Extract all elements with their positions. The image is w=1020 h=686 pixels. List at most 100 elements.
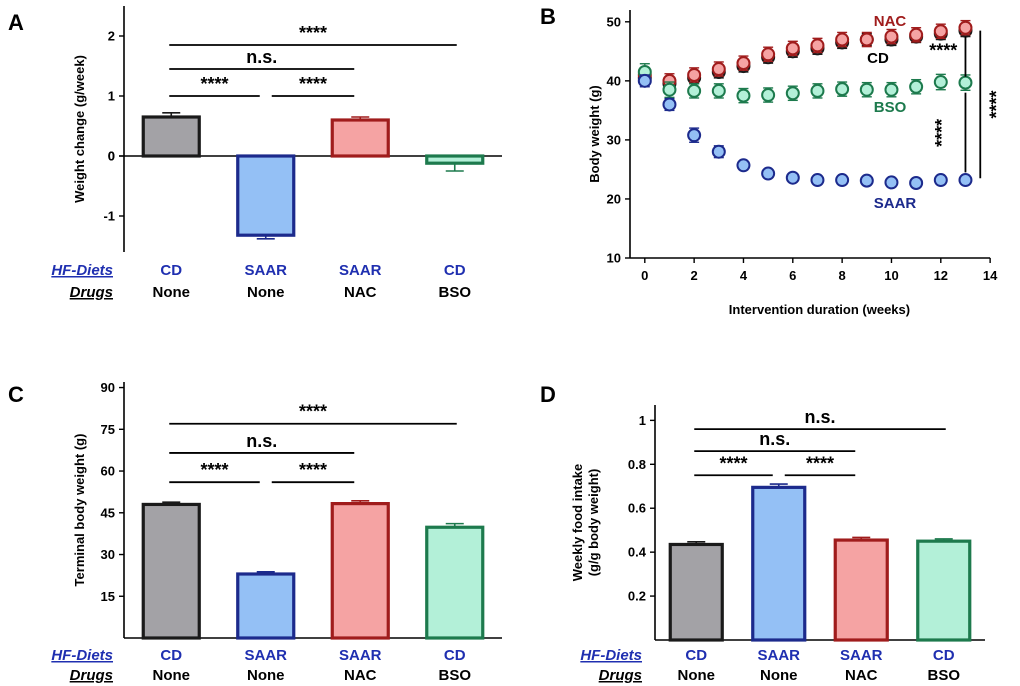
data-point [884, 82, 899, 97]
y-tick-label: 90 [101, 380, 115, 395]
y-tick-label: 0 [108, 149, 115, 164]
data-point [711, 62, 726, 77]
significance-label: **** [719, 453, 747, 473]
data-point [835, 32, 850, 47]
bar [833, 538, 889, 642]
bar [330, 502, 390, 640]
data-point [761, 88, 776, 103]
data-point [761, 47, 776, 62]
bar [330, 118, 390, 158]
category-diet-label: CD [444, 647, 466, 664]
category-diet-label: CD [685, 647, 707, 664]
data-point [736, 158, 751, 173]
significance-label: **** [932, 119, 952, 147]
data-point [933, 75, 948, 90]
data-point [761, 166, 776, 181]
significance-label: **** [986, 90, 1006, 118]
series-label: CD [867, 50, 889, 67]
y-tick-label: 30 [607, 132, 621, 147]
data-point [884, 175, 899, 190]
y-tick-label: 30 [101, 547, 115, 562]
category-drug-label: NAC [845, 667, 878, 684]
data-point [662, 97, 677, 112]
data-point [785, 41, 800, 56]
significance-label: **** [299, 23, 327, 43]
y-tick-label: 0.4 [628, 545, 647, 560]
bar [668, 542, 724, 642]
significance-label: n.s. [804, 407, 835, 427]
category-drug-label: NAC [344, 284, 377, 301]
row-label-drugs: Drugs [70, 667, 113, 684]
significance-label: n.s. [246, 47, 277, 67]
data-point [810, 83, 825, 98]
significance-label: **** [806, 453, 834, 473]
category-diet-label: SAAR [244, 647, 287, 664]
panel-letter-a: A [8, 10, 24, 35]
panel-d-food-intake-chart: 0.2 0.4 0.6 0.8 1 Weekly food intake(g/g body… [570, 405, 985, 684]
bar [751, 485, 807, 642]
data-point [687, 67, 702, 82]
x-tick-label: 8 [839, 268, 846, 283]
data-point [785, 170, 800, 185]
category-drug-label: BSO [438, 667, 471, 684]
category-diet-label: CD [160, 262, 182, 279]
category-diet-label: CD [444, 262, 466, 279]
data-point [958, 173, 973, 188]
row-label-drugs: Drugs [70, 284, 113, 301]
bar [141, 115, 201, 158]
significance-label: n.s. [246, 431, 277, 451]
y-tick-label: 60 [101, 464, 115, 479]
category-diet-label: CD [933, 647, 955, 664]
data-point [909, 27, 924, 42]
y-tick-label: 0.8 [628, 457, 646, 472]
significance-label: **** [299, 460, 327, 480]
category-drug-label: None [678, 667, 716, 684]
panel-letter-c: C [8, 382, 24, 407]
category-diet-label: CD [160, 647, 182, 664]
category-drug-label: BSO [438, 284, 471, 301]
x-tick-label: 6 [789, 268, 796, 283]
y-tick-label: 0 [108, 149, 115, 164]
category-diet-label: SAAR [244, 262, 287, 279]
significance-label: **** [200, 460, 228, 480]
data-point [933, 173, 948, 188]
data-point [909, 176, 924, 191]
y-tick-label: 20 [607, 191, 621, 206]
data-point [884, 29, 899, 44]
category-drug-label: None [760, 667, 798, 684]
y-axis-title: Terminal body weight (g) [72, 434, 87, 587]
data-point [785, 86, 800, 101]
y-tick-label: 40 [607, 73, 621, 88]
data-point [810, 173, 825, 188]
data-point [711, 83, 726, 98]
bar [425, 525, 485, 640]
x-tick-label: 0 [641, 268, 648, 283]
significance-label: **** [299, 74, 327, 94]
category-diet-label: SAAR [339, 262, 382, 279]
x-tick-label: 12 [934, 268, 948, 283]
y-tick-label: 50 [607, 14, 621, 29]
series-label: SAAR [874, 195, 917, 212]
y-tick-label: 1 [639, 413, 646, 428]
bar [141, 502, 201, 640]
bar [916, 539, 972, 642]
category-diet-label: SAAR [339, 647, 382, 664]
category-diet-label: SAAR [757, 647, 800, 664]
panel-letter-d: D [540, 382, 556, 407]
bar [425, 154, 485, 165]
x-tick-label: 10 [884, 268, 898, 283]
data-point [933, 24, 948, 39]
significance-label: n.s. [759, 429, 790, 449]
data-point [859, 173, 874, 188]
panel-c-terminal-weight-chart: 15 30 45 60 75 90 Terminal body weight (g) ****… [51, 380, 502, 684]
data-point [736, 88, 751, 103]
data-point [835, 82, 850, 97]
category-drug-label: NAC [344, 667, 377, 684]
significance-label: **** [200, 74, 228, 94]
y-tick-label: 15 [101, 589, 115, 604]
y-tick-label: -1 [103, 209, 115, 224]
x-tick-label: 14 [983, 268, 998, 283]
category-drug-label: None [247, 284, 285, 301]
category-diet-label: SAAR [840, 647, 883, 664]
